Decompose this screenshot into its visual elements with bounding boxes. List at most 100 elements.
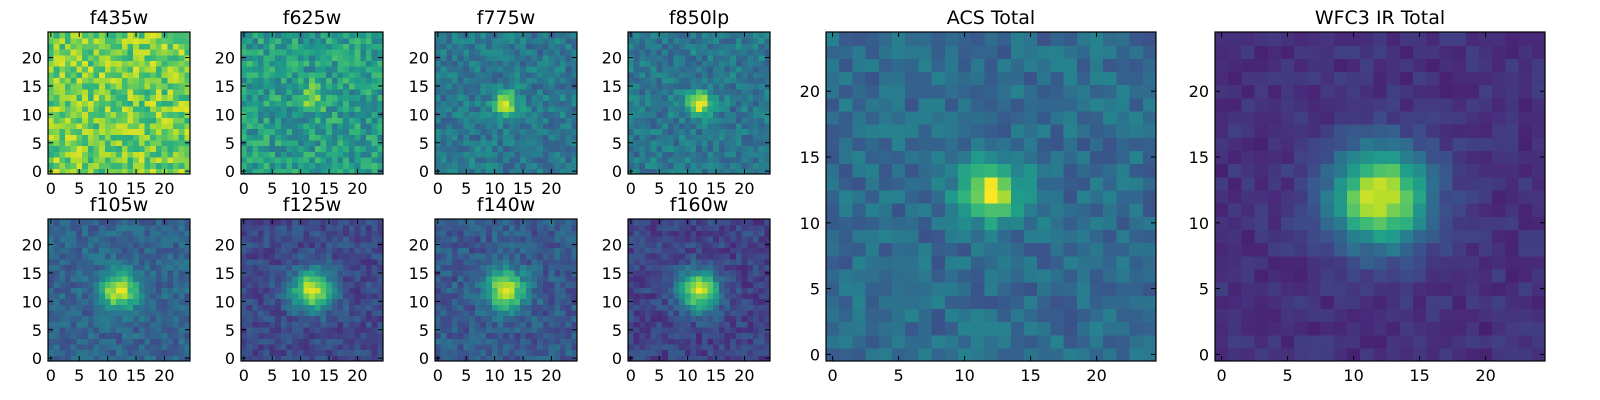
pixel (435, 88, 442, 96)
pixel (486, 117, 493, 124)
pixel (656, 43, 663, 50)
pixel (178, 281, 185, 288)
pixel (752, 43, 760, 50)
pixel (548, 100, 555, 107)
pixel (457, 270, 464, 277)
pixel (503, 247, 510, 254)
pixel (452, 343, 459, 351)
pixel (633, 66, 640, 73)
pixel (76, 77, 83, 84)
axes-frame (47, 31, 191, 175)
pixel (497, 94, 504, 101)
pixel (377, 253, 384, 260)
pixel (690, 117, 697, 124)
pixel (82, 60, 89, 67)
pixel (446, 281, 453, 288)
pixel (104, 343, 112, 351)
pixel (59, 264, 66, 271)
pixel (252, 270, 259, 277)
pixel (645, 304, 652, 311)
pixel (377, 219, 384, 226)
pixel (116, 332, 123, 339)
pixel (331, 332, 339, 339)
pixel (150, 156, 157, 164)
pixel (377, 309, 384, 317)
pixel (480, 309, 487, 317)
pixel (138, 37, 146, 44)
pixel (463, 275, 470, 283)
pixel (758, 37, 765, 44)
pixel (474, 275, 482, 283)
pixel (559, 162, 567, 169)
pixel (133, 321, 140, 328)
pixel (127, 309, 134, 317)
pixel (93, 326, 100, 334)
pixel (70, 54, 77, 61)
pixel (116, 60, 123, 67)
pixel (263, 156, 270, 164)
pixel (76, 287, 83, 294)
pixel (343, 270, 350, 277)
pixel (571, 247, 578, 254)
pixel (263, 43, 270, 50)
pixel (701, 88, 709, 96)
pixel (486, 43, 493, 50)
pixel (679, 304, 686, 311)
pixel (87, 315, 95, 322)
pixel (452, 134, 459, 141)
pixel (565, 134, 572, 141)
pixel (133, 151, 140, 158)
pixel (360, 145, 367, 152)
pixel (127, 139, 134, 147)
pixel (474, 230, 482, 237)
pixel (559, 326, 567, 334)
pixel (65, 168, 72, 175)
pixel (452, 264, 459, 271)
pixel (246, 349, 253, 356)
pixel (246, 287, 253, 294)
pixel (263, 88, 270, 96)
pixel (633, 43, 640, 50)
pixel (469, 287, 476, 294)
pixel (724, 349, 731, 356)
pixel (144, 88, 151, 96)
pixel (724, 54, 731, 61)
pixel (730, 128, 737, 135)
pixel (730, 332, 737, 339)
pixel (150, 60, 157, 67)
pixel (701, 139, 709, 147)
pixel (167, 253, 174, 260)
pixel (452, 43, 459, 50)
pixel (764, 145, 771, 152)
pixel (701, 134, 709, 141)
pixel (138, 264, 146, 271)
pixel (104, 321, 112, 328)
pixel (331, 270, 339, 277)
pixel (348, 100, 356, 107)
pixel (684, 304, 692, 311)
pixel (571, 230, 578, 237)
pixel (150, 241, 157, 248)
pixel (263, 128, 270, 135)
pixel (87, 326, 95, 334)
pixel (144, 128, 151, 135)
pixel (741, 321, 748, 328)
pixel (127, 321, 134, 328)
pixel (707, 326, 714, 334)
pixel (480, 287, 487, 294)
pixel (127, 156, 134, 164)
pixel (70, 338, 77, 345)
pixel (508, 275, 516, 283)
pixel (133, 315, 140, 322)
pixel (565, 145, 572, 152)
pixel (138, 298, 146, 305)
pixel (184, 264, 191, 271)
pixel (104, 66, 112, 73)
pixel (326, 54, 333, 61)
pixel (70, 321, 77, 328)
pixel (314, 264, 322, 271)
pixel (514, 247, 521, 254)
pixel (440, 66, 447, 73)
pixel (133, 60, 140, 67)
